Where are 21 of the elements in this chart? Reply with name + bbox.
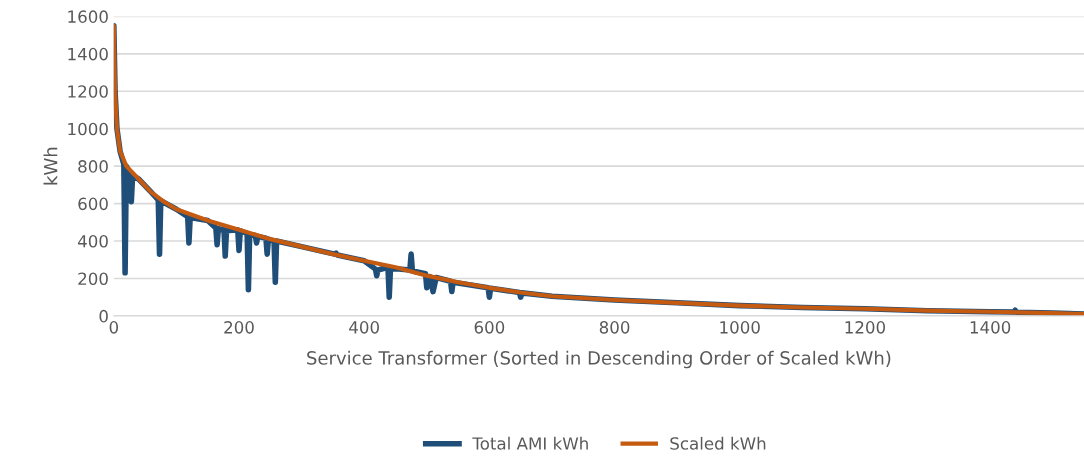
x-tick-label: 200	[224, 321, 254, 334]
y-tick-label: 800	[78, 160, 108, 173]
y-tick-label: 1600	[68, 10, 108, 23]
x-tick-label: 0	[109, 321, 119, 334]
x-tick-label: 1200	[845, 321, 886, 334]
y-tick-label: 1000	[68, 122, 108, 136]
x-tick-label: 1400	[970, 321, 1011, 334]
x-axis-title: Service Transformer (Sorted in Descending Order of Scaled kWh)	[307, 350, 891, 369]
y-tick-label: 400	[77, 234, 108, 248]
y-tick-label: 1400	[68, 47, 108, 61]
x-tick-label: 400	[349, 321, 379, 334]
y-axis-title: kWh	[43, 147, 58, 185]
x-tick-label: 1000	[720, 321, 760, 334]
x-tick-label: 600	[474, 321, 505, 334]
y-tick-label: 1200	[68, 85, 108, 98]
legend-label: Total AMI kWh	[472, 436, 588, 450]
y-tick-label: 0	[99, 309, 108, 323]
legend-label: Scaled kWh	[670, 436, 766, 450]
x-tick-label: 800	[599, 321, 630, 334]
y-tick-label: 200	[78, 272, 108, 286]
y-tick-label: 600	[78, 197, 108, 211]
